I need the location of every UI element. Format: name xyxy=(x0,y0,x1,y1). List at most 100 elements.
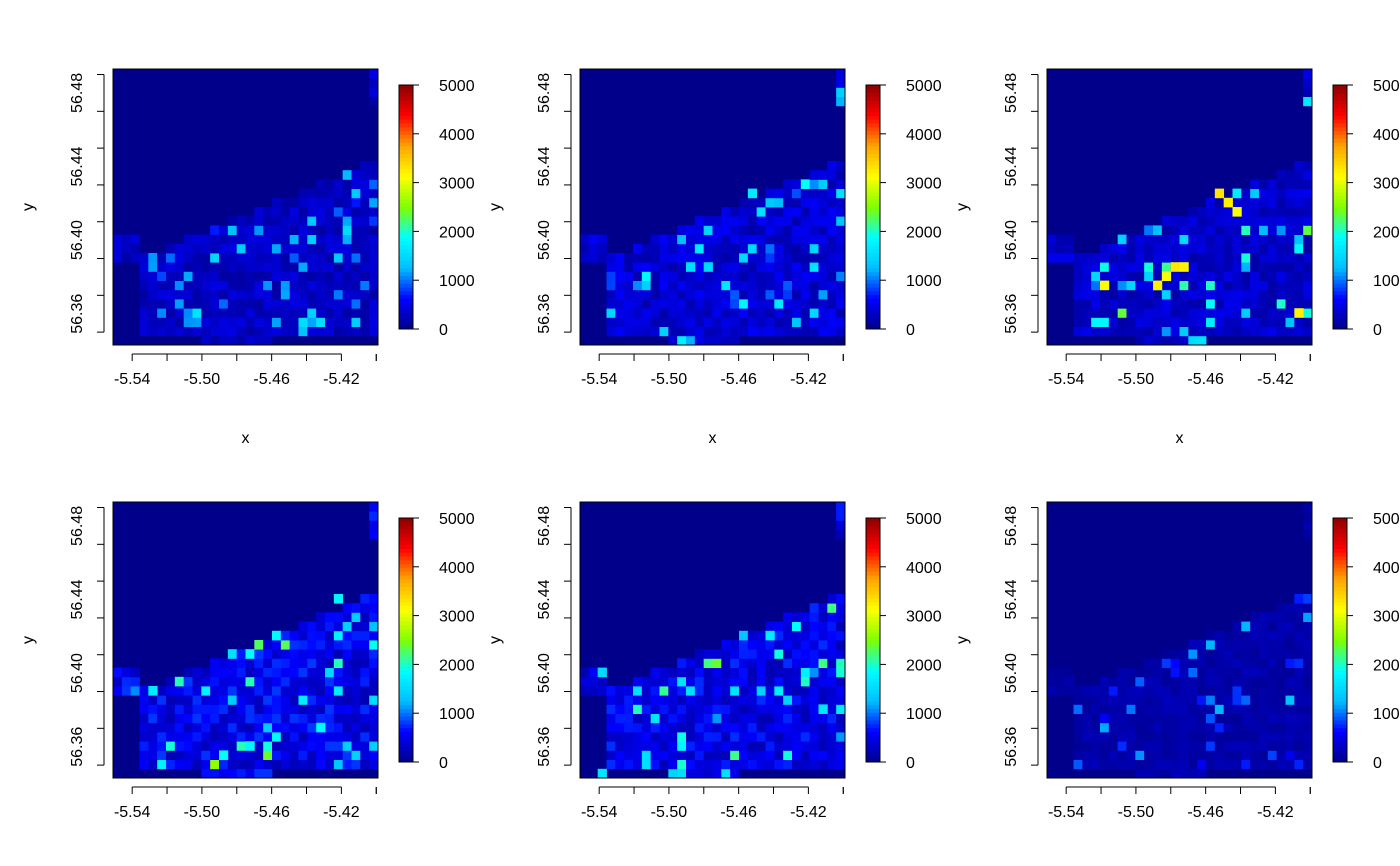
colorbar-segment xyxy=(399,252,413,257)
heatmap-cell xyxy=(227,768,238,778)
heatmap-cell xyxy=(739,207,749,217)
heatmap-cell xyxy=(254,658,264,668)
x-tick-label: -5.46 xyxy=(1187,371,1224,388)
heatmap-cell xyxy=(1179,750,1189,760)
heatmap-cell xyxy=(254,253,264,263)
heatmap-cell xyxy=(192,695,202,705)
heatmap-cell xyxy=(183,759,193,770)
heatmap-cell xyxy=(166,732,176,742)
heatmap-cell xyxy=(1082,695,1092,705)
heatmap-cell xyxy=(1250,179,1260,189)
heatmap-cell xyxy=(1117,299,1127,309)
heatmap-cell xyxy=(316,234,326,245)
heatmap-cell xyxy=(210,732,220,742)
colorbar-segment xyxy=(866,104,880,109)
colorbar-segment xyxy=(1333,134,1347,139)
heatmap-cell xyxy=(756,326,766,337)
heatmap-cell xyxy=(280,658,291,668)
heatmap-cell xyxy=(1267,225,1278,235)
heatmap-cell xyxy=(1267,695,1278,705)
colorbar-segment xyxy=(399,298,413,303)
heatmap-cell xyxy=(1250,686,1260,696)
heatmap-cell xyxy=(333,326,344,337)
heatmap-cell xyxy=(280,686,291,696)
heatmap-cell xyxy=(1294,317,1304,327)
heatmap-cell xyxy=(739,649,749,659)
heatmap-cell xyxy=(174,750,185,760)
heatmap-cell xyxy=(1082,280,1092,291)
heatmap-cell xyxy=(1214,317,1225,327)
heatmap-cell xyxy=(650,253,660,263)
heatmap-cell xyxy=(730,225,740,235)
colorbar-segment xyxy=(1333,157,1347,162)
heatmap-cell xyxy=(1135,667,1145,678)
heatmap-cell xyxy=(325,317,335,327)
heatmap-cell xyxy=(1091,308,1101,318)
heatmap-cell xyxy=(694,667,705,678)
colorbar-segment xyxy=(1333,540,1347,546)
heatmap-cell xyxy=(1303,96,1312,107)
heatmap-cell xyxy=(1197,732,1207,742)
heatmap-cell xyxy=(827,741,837,751)
heatmap-cell xyxy=(325,640,335,650)
heatmap-cell xyxy=(677,768,687,778)
heatmap-cell xyxy=(792,207,802,217)
colorbar-tick-label: 5000 xyxy=(439,78,475,95)
heatmap-cell xyxy=(369,630,378,641)
heatmap-cell xyxy=(703,271,713,281)
heatmap-cell xyxy=(747,741,758,751)
colorbar-segment xyxy=(1333,651,1347,656)
heatmap-cell xyxy=(1250,658,1260,668)
heatmap-cell xyxy=(827,686,837,696)
heatmap-cell xyxy=(272,722,282,733)
colorbar-segment xyxy=(399,624,413,629)
heatmap-cell xyxy=(210,686,220,696)
colorbar-segment xyxy=(1333,172,1347,177)
heatmap-cell xyxy=(1276,658,1286,668)
heatmap-cell xyxy=(1303,317,1312,327)
heatmap-cell xyxy=(1250,667,1260,678)
heatmap-cell xyxy=(192,732,202,742)
heatmap-cell xyxy=(765,188,775,199)
heatmap-cell xyxy=(800,704,811,714)
heatmap-panel-5: -5.54-5.50-5.46-5.42x56.3656.4056.4456.4… xyxy=(487,501,942,866)
heatmap-cell xyxy=(1073,732,1083,742)
heatmap-cell xyxy=(1259,612,1269,622)
heatmap-cell xyxy=(712,686,722,696)
heatmap-cell xyxy=(659,289,669,300)
heatmap-cell xyxy=(272,704,282,714)
heatmap-cell xyxy=(157,704,167,714)
heatmap-cell xyxy=(1232,722,1242,733)
heatmap-cell xyxy=(712,722,722,733)
heatmap-cell xyxy=(1206,713,1216,724)
heatmap-cell xyxy=(333,667,344,678)
heatmap-cell xyxy=(254,262,264,272)
heatmap-cell xyxy=(245,262,255,272)
heatmap-cell xyxy=(650,243,660,254)
heatmap-cell xyxy=(1206,262,1216,272)
heatmap-cell xyxy=(1285,207,1295,217)
heatmap-cell xyxy=(1100,732,1110,742)
heatmap-cell xyxy=(1206,658,1216,668)
heatmap-cell xyxy=(774,713,784,724)
heatmap-cell xyxy=(139,299,149,309)
heatmap-cell xyxy=(289,658,299,668)
heatmap-cell xyxy=(289,225,299,235)
heatmap-cell xyxy=(818,759,828,770)
heatmap-cell xyxy=(1197,289,1207,300)
heatmap-cell xyxy=(263,216,273,226)
heatmap-cell xyxy=(201,732,211,742)
colorbar-segment xyxy=(866,613,880,618)
heatmap-cell xyxy=(360,243,370,254)
colorbar-segment xyxy=(866,723,880,729)
heatmap-cell xyxy=(298,271,308,281)
heatmap-cell xyxy=(1294,299,1304,309)
heatmap-cell xyxy=(1259,243,1269,254)
heatmap-cell xyxy=(1303,603,1312,613)
heatmap-cell xyxy=(298,299,308,309)
heatmap-cell xyxy=(1091,262,1101,272)
heatmap-cell xyxy=(254,640,264,650)
heatmap-cell xyxy=(606,253,616,263)
heatmap-cell xyxy=(157,722,167,733)
colorbar-tick-label: 2000 xyxy=(439,224,475,241)
